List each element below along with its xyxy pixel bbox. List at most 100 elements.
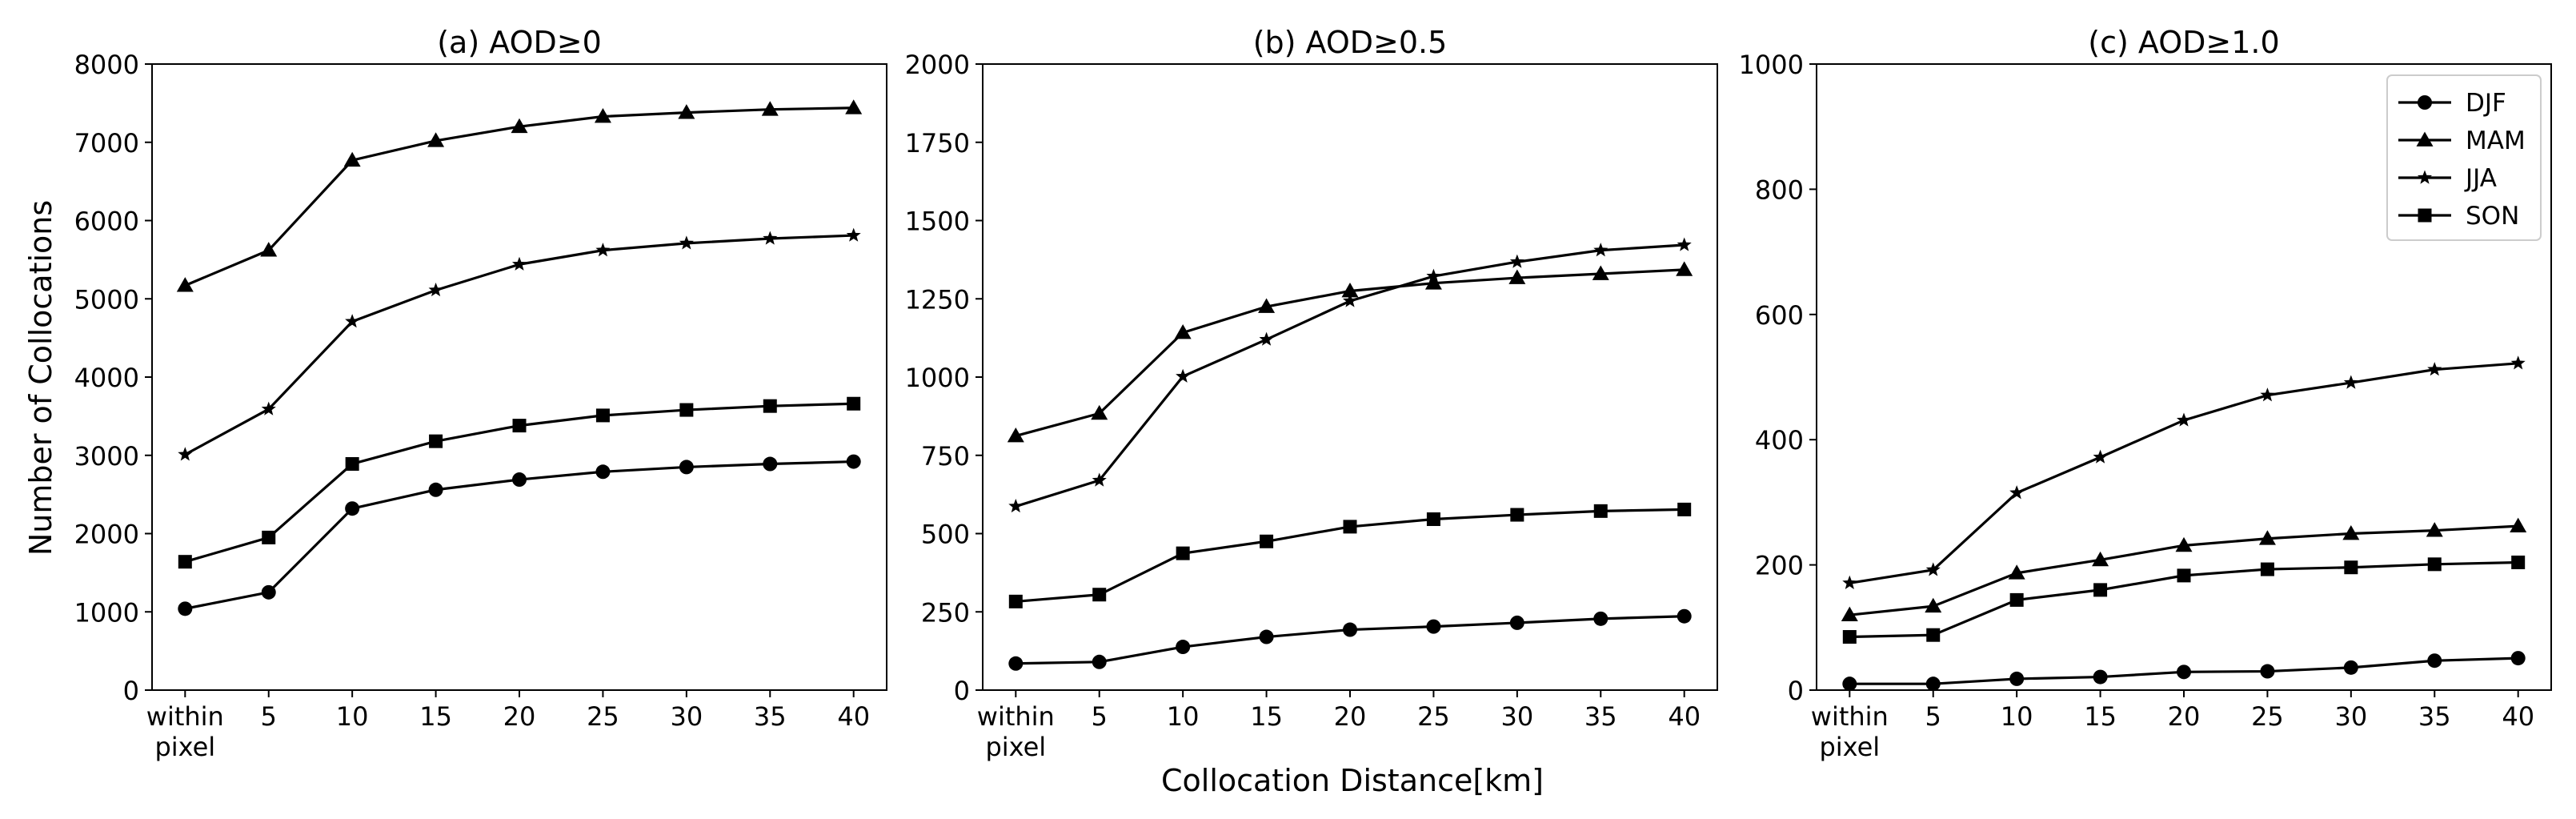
data-point-djf	[1925, 676, 1941, 692]
x-tick-label: 5	[261, 701, 277, 732]
x-tick-label: pixel	[985, 732, 1046, 762]
x-tick-label: 5	[1092, 701, 1108, 732]
data-point-djf	[345, 501, 360, 516]
data-point-djf	[595, 464, 611, 480]
data-point-djf	[178, 601, 193, 616]
data-point-son	[847, 396, 861, 411]
data-point-mam	[1841, 606, 1858, 622]
x-tick-label: 20	[503, 701, 536, 732]
data-point-jja	[1509, 254, 1524, 268]
x-tick-label: pixel	[1819, 732, 1880, 762]
data-point-son	[1926, 628, 1941, 642]
data-point-jja	[345, 314, 360, 328]
data-point-mam	[2258, 530, 2276, 545]
x-tick-label: within	[1811, 701, 1889, 732]
x-tick-label: 15	[1250, 701, 1283, 732]
data-point-mam	[176, 277, 194, 292]
x-tick-label: pixel	[154, 732, 215, 762]
y-tick-label: 800	[1755, 175, 1804, 205]
series-djf	[178, 454, 861, 616]
legend-marker-son	[2418, 208, 2432, 223]
data-point-mam	[2426, 522, 2443, 537]
x-tick-label: 30	[1500, 701, 1533, 732]
y-tick-label: 1500	[905, 207, 970, 237]
x-tick-label: 25	[587, 701, 619, 732]
data-point-jja	[428, 283, 443, 297]
data-point-jja	[511, 256, 527, 271]
data-point-djf	[763, 456, 778, 472]
data-point-djf	[2343, 660, 2358, 675]
series-djf	[1008, 608, 1692, 671]
data-point-jja	[2260, 387, 2275, 402]
x-tick-label: 20	[1334, 701, 1367, 732]
data-point-jja	[1008, 498, 1024, 513]
y-tick-label: 6000	[74, 207, 139, 237]
data-point-son	[2511, 555, 2526, 569]
panel-title: (c) AOD≥1.0	[2088, 25, 2279, 60]
data-point-son	[2093, 583, 2108, 597]
series-son	[178, 396, 861, 569]
series-mam	[176, 99, 863, 292]
panel-title: (b) AOD≥0.5	[1253, 25, 1448, 60]
data-point-djf	[1176, 640, 1191, 655]
data-point-mam	[1592, 265, 1609, 280]
data-point-jja	[2093, 449, 2108, 464]
data-point-mam	[594, 107, 611, 123]
data-point-mam	[761, 101, 779, 116]
x-axis-label: Collocation Distance[km]	[1161, 763, 1544, 798]
data-point-mam	[2175, 536, 2193, 552]
legend-marker-mam	[2416, 131, 2434, 147]
y-tick-label: 750	[921, 441, 970, 472]
data-point-djf	[2177, 664, 2191, 680]
data-point-mam	[1424, 275, 1442, 290]
y-tick-label: 1250	[905, 284, 970, 315]
data-point-jja	[2343, 375, 2358, 389]
data-point-son	[178, 555, 192, 569]
data-point-jja	[1925, 562, 1941, 576]
legend: DJF MAM JJA SON	[2386, 74, 2542, 241]
data-point-djf	[2009, 671, 2025, 686]
x-tick-label: 40	[1668, 701, 1701, 732]
data-point-son	[2177, 568, 2191, 583]
data-point-djf	[679, 460, 694, 475]
data-point-djf	[2510, 651, 2526, 666]
data-point-jja	[1426, 268, 1441, 283]
y-tick-label: 0	[123, 676, 139, 706]
data-point-jja	[1842, 575, 1857, 589]
data-point-djf	[428, 482, 443, 497]
data-point-jja	[1677, 237, 1692, 251]
y-tick-label: 250	[921, 597, 970, 628]
series-mam	[1841, 517, 2527, 622]
legend-label-djf: DJF	[2466, 89, 2506, 118]
data-point-mam	[1091, 404, 1108, 420]
data-point-son	[1593, 504, 1608, 518]
data-point-jja	[1259, 331, 1274, 346]
data-point-son	[429, 434, 443, 448]
data-point-mam	[2092, 551, 2109, 567]
data-point-mam	[260, 242, 278, 257]
data-point-jja	[679, 235, 694, 250]
y-tick-label: 4000	[74, 363, 139, 393]
data-point-son	[345, 457, 359, 472]
data-point-djf	[1677, 608, 1692, 624]
data-point-mam	[678, 104, 695, 119]
data-point-mam	[1007, 428, 1024, 443]
data-point-mam	[511, 118, 528, 134]
chart-panel-1: (a) AOD≥0 0 1000 2000 3000 4000 5000 6000 7000 80…	[74, 25, 887, 762]
y-tick-label: 3000	[74, 441, 139, 472]
data-point-jja	[2427, 362, 2442, 376]
y-tick-label: 600	[1755, 300, 1804, 331]
y-tick-label: 500	[921, 520, 970, 550]
data-point-djf	[261, 584, 276, 600]
y-tick-label: 0	[1788, 676, 1804, 706]
data-point-jja	[261, 401, 276, 416]
y-tick-label: 400	[1755, 425, 1804, 456]
data-point-djf	[1343, 622, 1357, 637]
data-point-son	[1008, 594, 1023, 608]
x-tick-label: 40	[837, 701, 870, 732]
x-tick-label: 25	[1417, 701, 1450, 732]
data-point-son	[1260, 534, 1274, 548]
data-point-son	[2344, 560, 2358, 575]
x-tick-label: within	[977, 701, 1055, 732]
